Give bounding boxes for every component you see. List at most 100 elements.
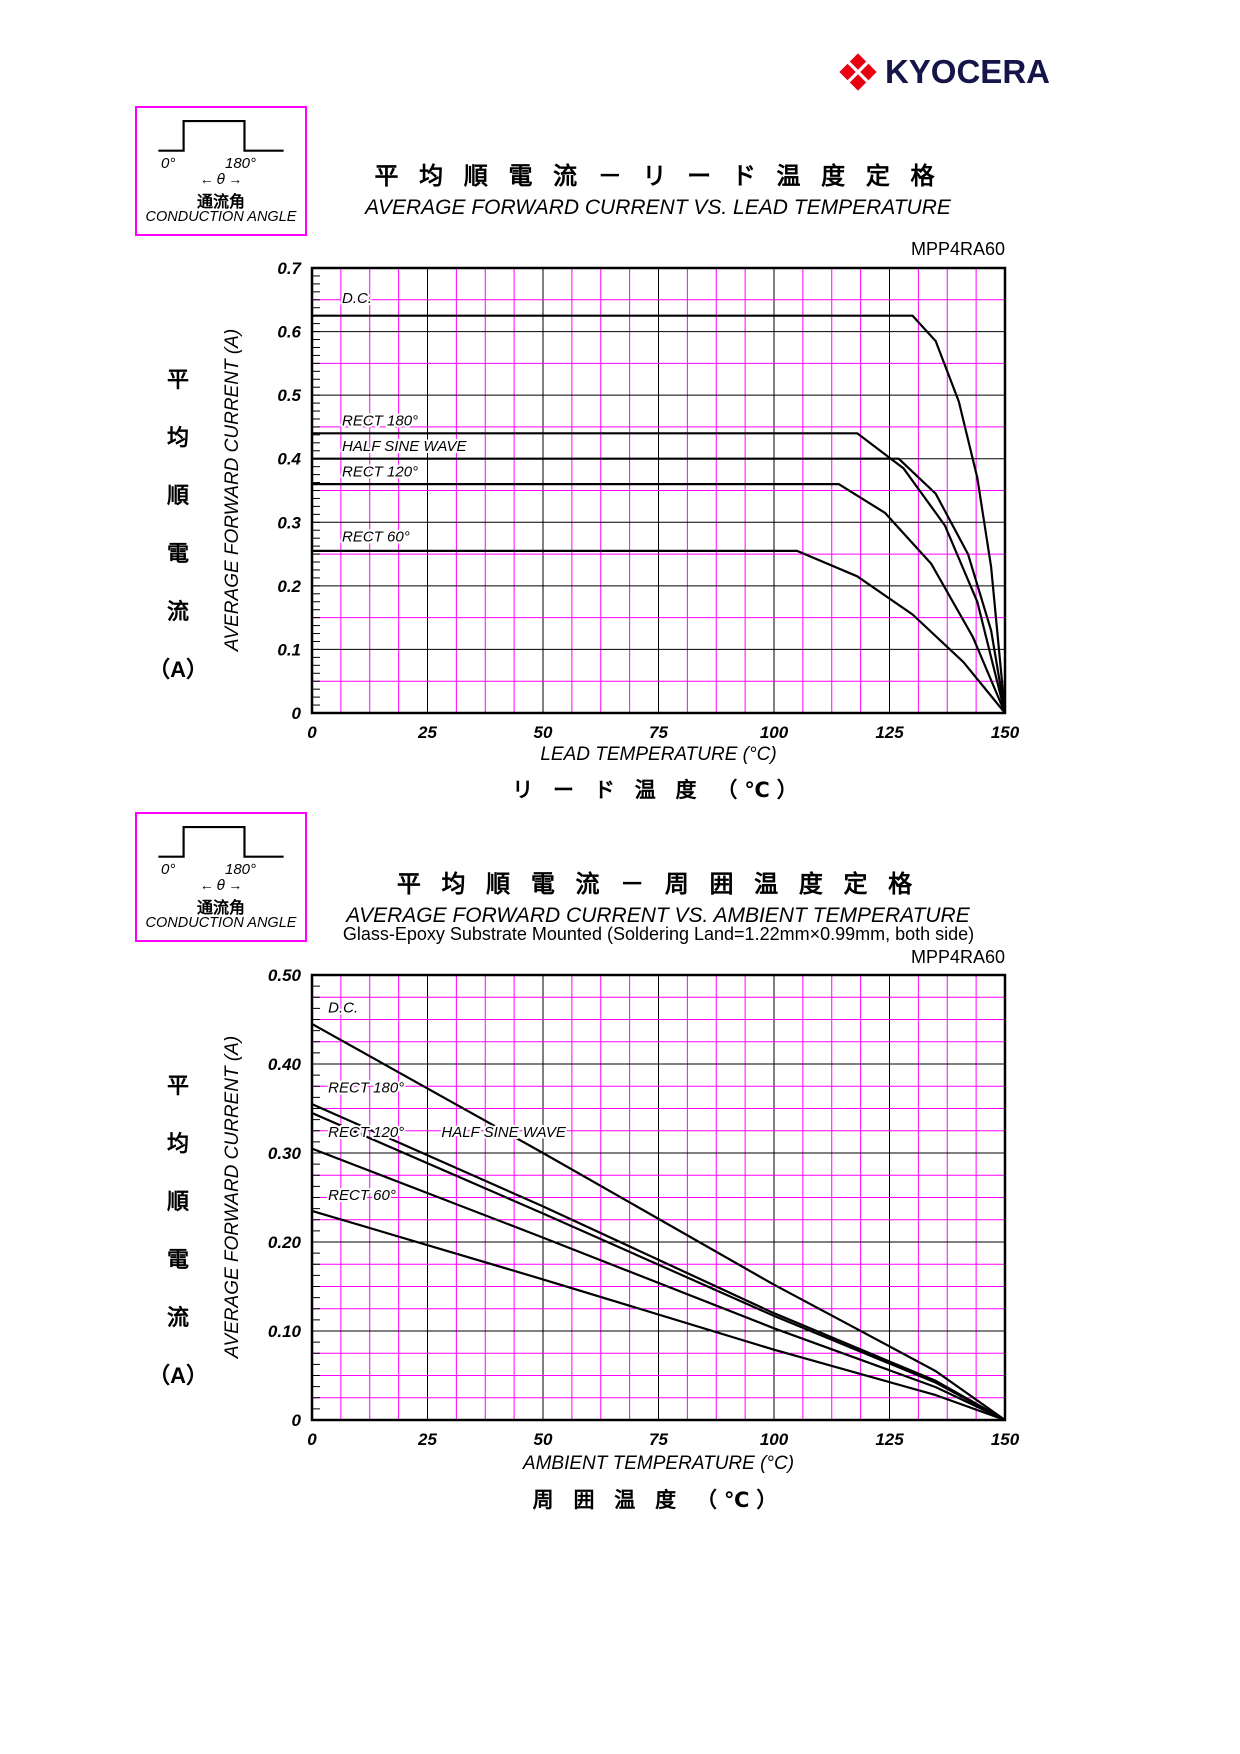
y-tick-label: 0.7 (277, 260, 302, 278)
kyocera-logo: KYOCERA (838, 52, 1050, 92)
x-tick-label: 75 (649, 1430, 668, 1449)
y-tick-label: 0.10 (268, 1322, 302, 1341)
series-label: RECT 120° (328, 1124, 404, 1141)
y-tick-label: 0.2 (277, 577, 301, 596)
x-tick-label: 150 (991, 1430, 1020, 1449)
series-label: RECT 180° (328, 1079, 404, 1096)
y-tick-label: 0 (292, 1411, 302, 1430)
x-tick-label: 25 (417, 1430, 437, 1449)
angle-180-label: 180° (225, 861, 257, 878)
y-axis-jp-char: 流 (166, 599, 189, 624)
x-tick-label: 150 (991, 723, 1020, 742)
chart1-ylabel-jp: 平均順電流 （A） (148, 362, 208, 684)
left-arrow-icon: ← (199, 171, 214, 187)
series-label: RECT 60° (328, 1187, 396, 1204)
kyocera-logo-icon (839, 53, 877, 91)
y-axis-jp-char: （A） (148, 657, 208, 682)
x-tick-label: 100 (760, 723, 789, 742)
theta-symbol: θ (216, 172, 226, 188)
y-axis-jp-char: 順 (166, 1189, 189, 1214)
y-tick-label: 0.6 (277, 323, 301, 342)
conduction-angle-box-1: 0° 180° ← θ → 通流角 CONDUCTION ANGLE (135, 106, 307, 236)
section1-title-block: 平 均 順 電 流 － リ ー ド 温 度 定 格 AVERAGE FORWAR… (308, 156, 1008, 220)
right-arrow-icon: → (228, 171, 243, 187)
y-axis-jp-char: （A） (148, 1363, 208, 1388)
section1-title-en: AVERAGE FORWARD CURRENT VS. LEAD TEMPERA… (365, 196, 951, 219)
series-curve-HALF SINE WAVE (311, 1111, 1006, 1421)
x-tick-label: 0 (307, 723, 317, 742)
conduction-angle-label-en: CONDUCTION ANGLE (145, 209, 297, 225)
conduction-angle-label-jp: 通流角 (196, 194, 245, 211)
x-tick-label: 50 (534, 723, 553, 742)
y-axis-jp-char: 均 (166, 1131, 189, 1156)
series-label: RECT 180° (342, 413, 418, 430)
x-tick-label: 100 (760, 1430, 789, 1449)
section2-title-block: 平 均 順 電 流 － 周 囲 温 度 定 格 AVERAGE FORWARD … (308, 864, 1008, 928)
y-axis-jp-char: 順 (166, 483, 189, 508)
angle-0-label: 0° (161, 155, 176, 172)
chart1-ylabel-en: AVERAGE FORWARD CURRENT (A) (222, 328, 243, 652)
angle-0-label: 0° (161, 861, 176, 878)
left-arrow-icon: ← (199, 877, 214, 893)
y-tick-label: 0.1 (277, 640, 301, 659)
part-number-2: MPP4RA60 (910, 947, 1005, 967)
conduction-angle-box-2: 0° 180° ← θ → 通流角 CONDUCTION ANGLE (135, 812, 307, 942)
theta-symbol: θ (216, 878, 226, 894)
series-curve-RECT 120° (311, 1147, 1006, 1421)
series-label: RECT 120° (342, 464, 418, 481)
series-label: D.C. (342, 290, 372, 307)
conduction-angle-label-jp: 通流角 (196, 900, 245, 917)
x-tick-label: 25 (417, 723, 437, 742)
y-axis-jp-char: 平 (166, 367, 189, 392)
lead-temperature-chart: D.C. RECT 180° HALF SINE WAVE RECT 120° RECT… (277, 260, 1020, 742)
y-tick-label: 0.40 (268, 1055, 302, 1074)
y-tick-label: 0.50 (268, 967, 302, 985)
series-label: HALF SINE WAVE (342, 438, 467, 455)
series-curve-RECT 120° (312, 483, 1007, 714)
chart1-xlabel-jp: リ ー ド 温 度 （℃） (512, 779, 805, 802)
series-label: D.C. (328, 999, 358, 1016)
section2-title-jp: 平 均 順 電 流 － 周 囲 温 度 定 格 (396, 871, 920, 898)
chart2-ylabel-jp: 平均順電流 （A） (148, 1068, 208, 1390)
section2-title-en: AVERAGE FORWARD CURRENT VS. AMBIENT TEMP… (346, 904, 970, 927)
chart2-ylabel-en: AVERAGE FORWARD CURRENT (A) (222, 1035, 243, 1359)
x-tick-label: 125 (875, 1430, 904, 1449)
kyocera-logo-text: KYOCERA (884, 53, 1050, 90)
angle-180-label: 180° (225, 155, 257, 172)
ambient-temperature-chart: D.C. RECT 180° HALF SINE WAVE RECT 120° RECT… (268, 967, 1020, 1449)
y-axis-jp-char: 均 (166, 425, 189, 450)
theta-arrows: ← θ → (137, 172, 305, 188)
x-tick-label: 50 (534, 1430, 553, 1449)
y-axis-jp-char: 電 (166, 541, 189, 566)
chart1-xlabel-en: LEAD TEMPERATURE (°C) (540, 744, 777, 765)
y-tick-label: 0.20 (268, 1233, 302, 1252)
y-axis-jp-char: 電 (166, 1247, 189, 1272)
y-tick-label: 0.30 (268, 1144, 302, 1163)
y-axis-jp-char: 平 (166, 1073, 189, 1098)
series-curve-RECT 60° (312, 549, 1006, 714)
series-curve-D.C. (311, 1022, 1006, 1421)
series-curve-RECT 60° (311, 1209, 1006, 1422)
y-tick-label: 0.4 (277, 450, 301, 469)
series-label: RECT 60° (342, 528, 410, 545)
right-arrow-icon: → (228, 877, 243, 893)
conduction-angle-label-en: CONDUCTION ANGLE (145, 915, 297, 931)
y-axis-jp-char: 流 (166, 1305, 189, 1330)
chart2-xlabel-en: AMBIENT TEMPERATURE (°C) (522, 1453, 795, 1474)
series-curve-RECT 180° (312, 432, 1007, 714)
conduction-angle-degrees: 0° 180° (137, 861, 305, 878)
part-number-1: MPP4RA60 (910, 239, 1005, 259)
conduction-angle-waveform-icon (158, 120, 284, 152)
x-tick-label: 125 (875, 723, 904, 742)
conduction-angle-degrees: 0° 180° (137, 155, 305, 172)
conduction-angle-waveform-icon (158, 826, 284, 858)
section1-title-jp: 平 均 順 電 流 － リ ー ド 温 度 定 格 (374, 163, 942, 190)
x-tick-label: 0 (307, 1430, 317, 1449)
y-tick-label: 0 (292, 704, 302, 723)
y-tick-label: 0.5 (277, 386, 301, 405)
x-tick-label: 75 (649, 723, 668, 742)
y-tick-label: 0.3 (277, 513, 301, 532)
series-label: HALF SINE WAVE (441, 1124, 566, 1141)
series-curve-D.C. (312, 314, 1007, 714)
